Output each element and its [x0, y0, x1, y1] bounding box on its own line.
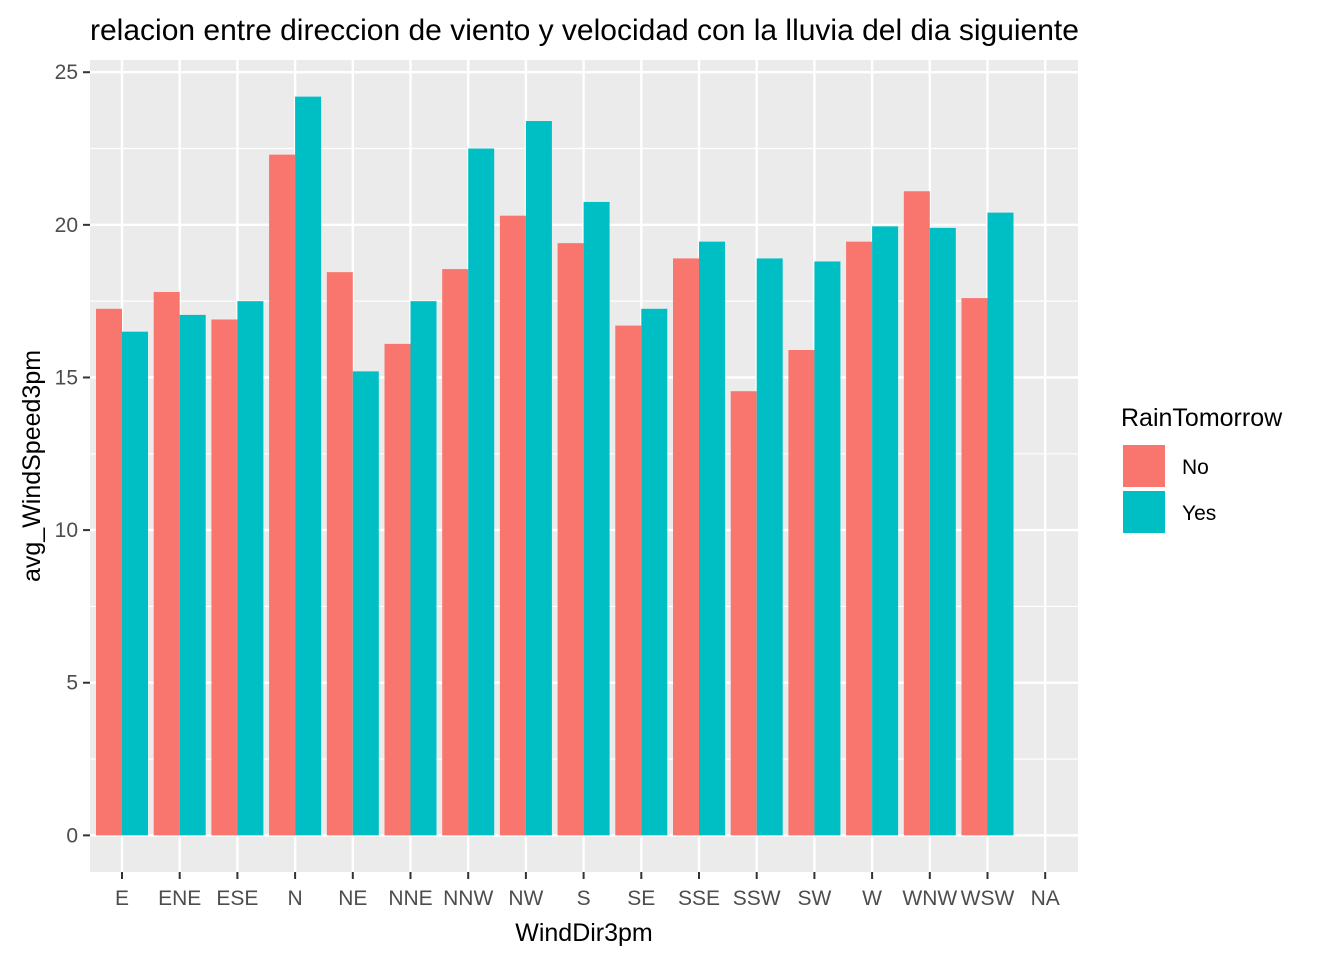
x-tick-label-wnw: WNW [902, 887, 957, 910]
bar-ssw-no [730, 391, 757, 836]
bar-ne-no [326, 272, 353, 836]
bar-nnw-yes [468, 148, 495, 836]
bar-se-no [615, 325, 642, 836]
bar-sse-no [673, 258, 699, 836]
x-tick-label-nnw: NNW [443, 887, 493, 910]
x-tick-label-na: NA [1031, 887, 1060, 910]
bar-nw-yes [525, 121, 552, 836]
x-tick-label-se: SE [627, 887, 655, 910]
bar-nw-no [499, 215, 526, 836]
y-axis-title: avg_WindSpeed3pm [18, 350, 46, 582]
y-tick-label: 5 [66, 672, 78, 695]
bar-nne-no [384, 343, 411, 836]
x-tick-label-ese: ESE [216, 887, 258, 910]
bar-s-no [557, 243, 584, 836]
bar-ese-no [211, 319, 238, 836]
bar-wnw-yes [929, 227, 956, 836]
y-tick-label: 25 [55, 61, 78, 84]
bar-ssw-yes [756, 258, 783, 836]
x-tick-label-wsw: WSW [961, 887, 1015, 910]
bar-ene-no [153, 292, 180, 836]
bar-w-no [846, 241, 873, 836]
x-tick-label-nne: NNE [388, 887, 432, 910]
x-tick-label-sw: SW [797, 887, 831, 910]
y-tick-label: 0 [66, 824, 78, 847]
x-tick-label-w: W [862, 887, 882, 910]
legend-key-no [1123, 445, 1165, 487]
bar-ese-yes [237, 301, 264, 836]
bar-ene-yes [179, 314, 206, 836]
x-axis-title: WindDir3pm [515, 919, 653, 947]
bar-wsw-no [961, 298, 988, 836]
x-tick-label-e: E [115, 887, 129, 910]
y-tick-label: 10 [55, 519, 78, 542]
bar-n-no [269, 154, 296, 836]
y-axis: 0 5 10 15 20 25 [55, 61, 90, 847]
bar-n-yes [295, 96, 322, 836]
bar-wsw-yes [987, 212, 1014, 836]
x-axis: E ENE ESE N NE NNE NNW NW S SE SSE SSW SW W WNW WSW NA [115, 872, 1060, 910]
bars [96, 96, 1014, 836]
x-tick-label-s: S [577, 887, 591, 910]
bar-wnw-no [903, 191, 930, 836]
chart-title: relacion entre direccion de viento y vel… [90, 14, 1079, 47]
bar-sse-yes [699, 241, 725, 836]
bar-sw-no [788, 350, 815, 836]
bar-se-yes [641, 308, 668, 836]
bar-ne-yes [352, 371, 379, 836]
legend-label-no: No [1182, 456, 1209, 479]
x-tick-label-ene: ENE [158, 887, 201, 910]
bar-sw-yes [814, 261, 841, 836]
y-tick-label: 20 [55, 214, 78, 237]
x-tick-label-sse: SSE [678, 887, 720, 910]
bar-nne-yes [410, 301, 437, 836]
bar-nnw-no [442, 269, 469, 836]
x-tick-label-ssw: SSW [733, 887, 781, 910]
x-tick-label-ne: NE [338, 887, 367, 910]
y-tick-label: 15 [55, 366, 78, 389]
legend-key-yes [1123, 491, 1165, 533]
bar-e-no [96, 308, 122, 836]
x-tick-label-n: N [288, 887, 303, 910]
legend-label-yes: Yes [1182, 502, 1216, 525]
x-tick-label-nw: NW [508, 887, 543, 910]
legend-title: RainTomorrow [1121, 404, 1283, 432]
bar-w-yes [872, 226, 899, 836]
bar-e-yes [122, 331, 148, 836]
legend: RainTomorrow No Yes [1121, 404, 1283, 533]
bar-s-yes [583, 201, 610, 836]
